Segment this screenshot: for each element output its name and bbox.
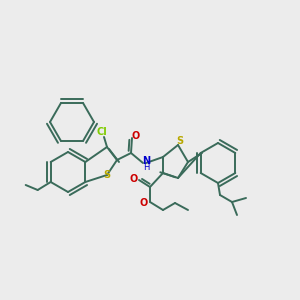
Text: O: O [132, 131, 140, 141]
Text: Cl: Cl [97, 127, 107, 137]
Text: S: S [176, 136, 184, 146]
Text: N: N [142, 156, 150, 166]
Text: S: S [103, 170, 111, 180]
Text: H: H [143, 164, 149, 172]
Text: O: O [140, 198, 148, 208]
Text: O: O [130, 174, 138, 184]
